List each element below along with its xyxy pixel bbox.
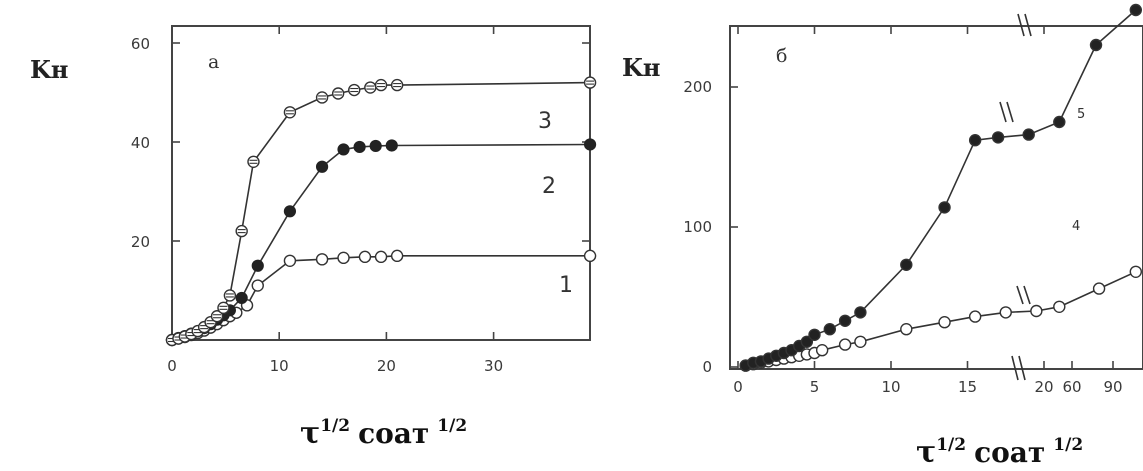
series-2-point [369, 139, 382, 153]
panel-b-xtick-label: 5 [810, 378, 820, 396]
series-1-point [283, 254, 297, 267]
series-1-point [337, 251, 350, 265]
panel-a-tick-labels: 0 10 20 30 20 40 60 [131, 35, 503, 375]
series-2-point [283, 205, 297, 218]
series-3-point [374, 78, 388, 92]
series-4-point [968, 310, 982, 323]
series-4-point [1030, 304, 1043, 318]
series-5-point [991, 131, 1005, 144]
series-4-point [1129, 265, 1143, 278]
axis-break-curve-5 [999, 101, 1014, 123]
panel-a-xtick-label: 10 [270, 357, 289, 375]
panel-b-xtick-label: 0 [733, 378, 743, 396]
series-3-point [210, 310, 224, 323]
series-5-point [823, 323, 836, 336]
curve-label-2: 2 [542, 174, 556, 199]
series-5-point [1089, 38, 1103, 52]
panel-b-xtick-label: 15 [958, 378, 977, 396]
series-1-point [315, 253, 329, 266]
series-3-point [235, 224, 248, 238]
series-4-point [900, 323, 913, 336]
series-4-point [854, 335, 867, 348]
series-4-point [938, 316, 951, 329]
curve-label-5: 5 [1077, 107, 1085, 122]
axis-break-top [1017, 13, 1032, 37]
series-1-point [390, 249, 404, 263]
panel-b-ylabel: Kн [622, 53, 660, 82]
series-1-point [583, 249, 597, 263]
series-5-point [938, 201, 951, 214]
series-3-point [217, 301, 230, 315]
series-5-point [968, 133, 982, 147]
series-1-point [374, 250, 388, 264]
series-3-point [283, 106, 297, 119]
series-3-point [223, 289, 237, 302]
series-2-point [385, 139, 398, 152]
panel-a-xlabel: τ1/2 соат 1/2 [300, 416, 467, 451]
series-3-point [583, 76, 597, 89]
series-2-point [315, 160, 329, 173]
panel-a-frame [171, 25, 591, 341]
series-3-point [348, 83, 361, 97]
series-3-line [171, 81, 591, 341]
panel-b-tick-labels: 0 5 10 15 20 60 90 0 100 200 [683, 78, 1122, 396]
series-5-point [1022, 128, 1035, 141]
curve-label-4: 4 [1072, 219, 1080, 234]
axis-break-curve-4 [1016, 285, 1031, 305]
series-5-point [854, 306, 867, 319]
series-5-line [745, 9, 1137, 367]
panel-b-ytick-label: 0 [702, 358, 712, 376]
panel-a-ytick-label: 60 [131, 35, 150, 53]
panel-b-xtick-label: 10 [881, 378, 900, 396]
panel-b-letter: б [776, 45, 787, 67]
series-4-point [815, 344, 829, 357]
series-4-point [838, 338, 852, 351]
series-5-point [800, 335, 814, 348]
series-4-point [1092, 282, 1106, 295]
panel-a-xtick-label: 20 [377, 357, 396, 375]
axis-break-bottom [1011, 355, 1026, 381]
panel-b-xtick-label: 60 [1062, 378, 1081, 396]
panel-a-xtick-label: 0 [167, 357, 177, 375]
panel-b-frame [729, 25, 1143, 370]
series-3-point [331, 87, 345, 100]
panel-b-series [739, 3, 1143, 372]
panel-a-xtick-label: 30 [484, 357, 503, 375]
series-3-point [390, 78, 404, 92]
panel-b-ytick-label: 200 [683, 78, 712, 96]
curve-label-3: 3 [538, 109, 552, 134]
panel-b-ticks [730, 26, 1114, 369]
series-5-point [1129, 3, 1143, 17]
panel-a-ylabel: Kн [30, 55, 68, 84]
panel-a-ytick-label: 40 [131, 134, 150, 152]
series-2-point [583, 138, 597, 151]
panel-b-xtick-label: 90 [1103, 378, 1122, 396]
series-2-point [353, 140, 366, 154]
series-5-point [1053, 115, 1066, 129]
panel-b-ytick-label: 100 [683, 218, 712, 236]
curve-label-1: 1 [559, 273, 573, 298]
panel-b-xtick-label: 20 [1034, 378, 1053, 396]
panel-b: Kн б 0 5 10 15 20 60 90 0 100 200 5 4 τ1/2 соат 1/2 [622, 3, 1143, 470]
series-4-point [1053, 300, 1066, 313]
panel-b-xlabel: τ1/2 соат 1/2 [916, 435, 1083, 470]
panel-a-letter: a [208, 51, 219, 73]
series-2-point [337, 143, 350, 156]
series-2-point [235, 291, 248, 305]
panel-a-series [165, 76, 597, 347]
series-1-point [251, 279, 264, 292]
panel-a-ytick-label: 20 [131, 233, 150, 251]
series-3-point [247, 155, 260, 169]
series-5-point [900, 258, 913, 271]
series-2-point [251, 259, 264, 272]
series-4-point [999, 306, 1012, 319]
series-3-point [315, 91, 329, 104]
series-5-point [808, 328, 821, 341]
panel-a: Kн a 0 10 20 30 20 40 60 3 2 1 τ1/2 соат 1/2 [30, 25, 597, 451]
series-1-point [358, 250, 372, 264]
series-5-point [838, 314, 852, 327]
series-3-point [364, 81, 377, 94]
